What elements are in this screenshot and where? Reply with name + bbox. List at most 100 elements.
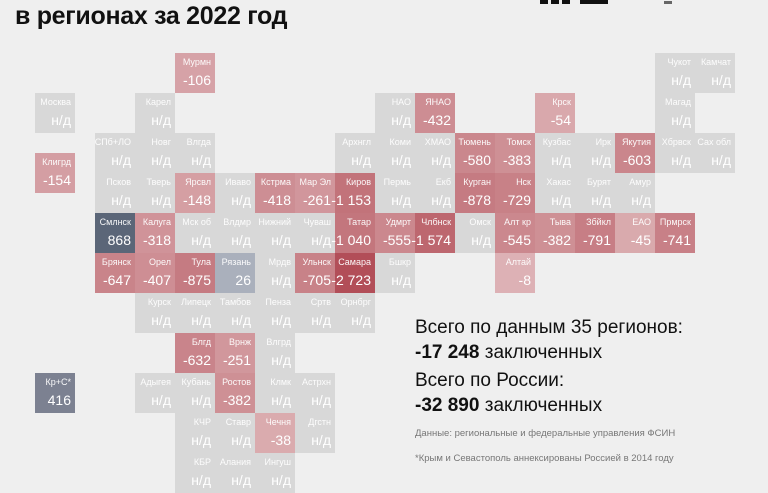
region-label: Ирк <box>595 137 611 147</box>
region-label: Смлнск <box>99 217 131 227</box>
region-label: Хбрвск <box>661 137 691 147</box>
region-tile: КБР н/д <box>175 453 215 493</box>
region-tile: Мар Эл -261 <box>295 173 335 213</box>
region-value: н/д <box>431 192 451 208</box>
region-label: Тюмень <box>458 137 491 147</box>
region-value: н/д <box>191 152 211 168</box>
region-tile: Амур н/д <box>615 173 655 213</box>
region-value: н/д <box>191 232 211 248</box>
region-value: -1 153 <box>331 192 371 208</box>
regions-total-unit: заключенных <box>484 342 603 363</box>
region-value: -148 <box>182 192 211 208</box>
region-tile: НАО н/д <box>375 93 415 133</box>
region-value: -261 <box>302 192 331 208</box>
region-tile: Врнж -251 <box>215 333 255 373</box>
region-label: Мск об <box>182 217 211 227</box>
region-tile: Самара -2 723 <box>331 253 375 293</box>
region-label: Орнбрг <box>340 297 371 307</box>
region-tile: Астрхн н/д <box>295 373 335 413</box>
region-label: Ростов <box>222 377 251 387</box>
region-label: Влгда <box>186 137 211 147</box>
region-value: н/д <box>151 192 171 208</box>
region-tile: Липецк н/д <box>175 293 215 333</box>
region-label: Чукот <box>667 57 691 67</box>
region-value: -647 <box>102 272 131 288</box>
region-label: Прмрск <box>659 217 691 227</box>
page-title: в регионах за 2022 год <box>15 2 288 30</box>
region-label: Дгстн <box>308 417 331 427</box>
region-value: н/д <box>51 112 71 128</box>
region-label: Курган <box>463 177 491 187</box>
region-value: -382 <box>222 392 251 408</box>
region-label: Мрдв <box>268 257 291 267</box>
region-label: Адыгея <box>140 377 171 387</box>
region-tile: СПб+ЛО н/д <box>95 133 135 173</box>
region-value: -432 <box>422 112 451 128</box>
region-label: Карел <box>145 97 171 107</box>
region-tile: Орнбрг н/д <box>335 293 375 333</box>
region-value: н/д <box>591 152 611 168</box>
region-label: Кстрма <box>260 177 291 187</box>
region-label: Клигрд <box>42 157 71 167</box>
region-tile: Клмк н/д <box>255 373 295 413</box>
region-value: -418 <box>262 192 291 208</box>
region-label: Самара <box>338 257 371 267</box>
region-tile: Хбрвск н/д <box>655 133 695 173</box>
region-label: Москва <box>40 97 71 107</box>
region-label: Ингуш <box>264 457 291 467</box>
region-tile: Сах обл н/д <box>695 133 735 173</box>
region-tile: Тамбов н/д <box>215 293 255 333</box>
region-tile: Рязань 26 <box>215 253 255 293</box>
region-value: н/д <box>271 352 291 368</box>
region-value: -632 <box>182 352 211 368</box>
region-label: Крск <box>552 97 571 107</box>
region-label: Тыва <box>549 217 571 227</box>
region-value: н/д <box>151 392 171 408</box>
region-value: -555 <box>382 232 411 248</box>
region-tile: Члбнск -1 574 <box>411 213 455 253</box>
region-tile: Влгда н/д <box>175 133 215 173</box>
region-value: 868 <box>107 232 131 248</box>
region-tile: Якутия -603 <box>615 133 655 173</box>
region-label: КЧР <box>193 417 211 427</box>
region-tile: Карел н/д <box>135 93 175 133</box>
region-value: 416 <box>47 392 71 408</box>
region-tile: Магад н/д <box>655 93 695 133</box>
region-value: н/д <box>391 112 411 128</box>
region-tile: Тверь н/д <box>135 173 175 213</box>
region-tile: Хакас н/д <box>535 173 575 213</box>
region-tile: Тула -875 <box>175 253 215 293</box>
region-label: Кубань <box>181 377 211 387</box>
region-value: -382 <box>542 232 571 248</box>
region-tile: Коми н/д <box>375 133 415 173</box>
region-label: Иваво <box>225 177 251 187</box>
region-value: н/д <box>231 232 251 248</box>
region-label: Якутия <box>621 137 651 147</box>
summary-panel: Всего по данным 35 регионов: -17 248 зак… <box>415 315 683 464</box>
region-tile: Ставр н/д <box>215 413 255 453</box>
region-tile: Чечня -38 <box>255 413 295 453</box>
region-label: Члбнск <box>421 217 451 227</box>
region-label: Амур <box>629 177 651 187</box>
region-value: н/д <box>151 152 171 168</box>
region-value: н/д <box>311 312 331 328</box>
region-label: СПб+ЛО <box>94 137 131 147</box>
region-label: Мар Эл <box>299 177 331 187</box>
region-label: Омск <box>469 217 491 227</box>
region-value: -45 <box>630 232 651 248</box>
region-tile: Чукот н/д <box>655 53 695 93</box>
region-tile: Ростов -382 <box>215 373 255 413</box>
region-value: -580 <box>462 152 491 168</box>
region-value: -603 <box>622 152 651 168</box>
region-value: -8 <box>518 272 531 288</box>
region-value: н/д <box>231 312 251 328</box>
region-label: Збйкл <box>586 217 611 227</box>
region-label: Клмк <box>270 377 291 387</box>
region-value: н/д <box>631 192 651 208</box>
region-label: Томск <box>506 137 531 147</box>
region-label: Липецк <box>181 297 211 307</box>
region-value: н/д <box>711 152 731 168</box>
region-tile: Кр+С* 416 <box>35 373 75 413</box>
region-label: Влдмр <box>223 217 251 227</box>
region-tile: Влдмр н/д <box>215 213 255 253</box>
